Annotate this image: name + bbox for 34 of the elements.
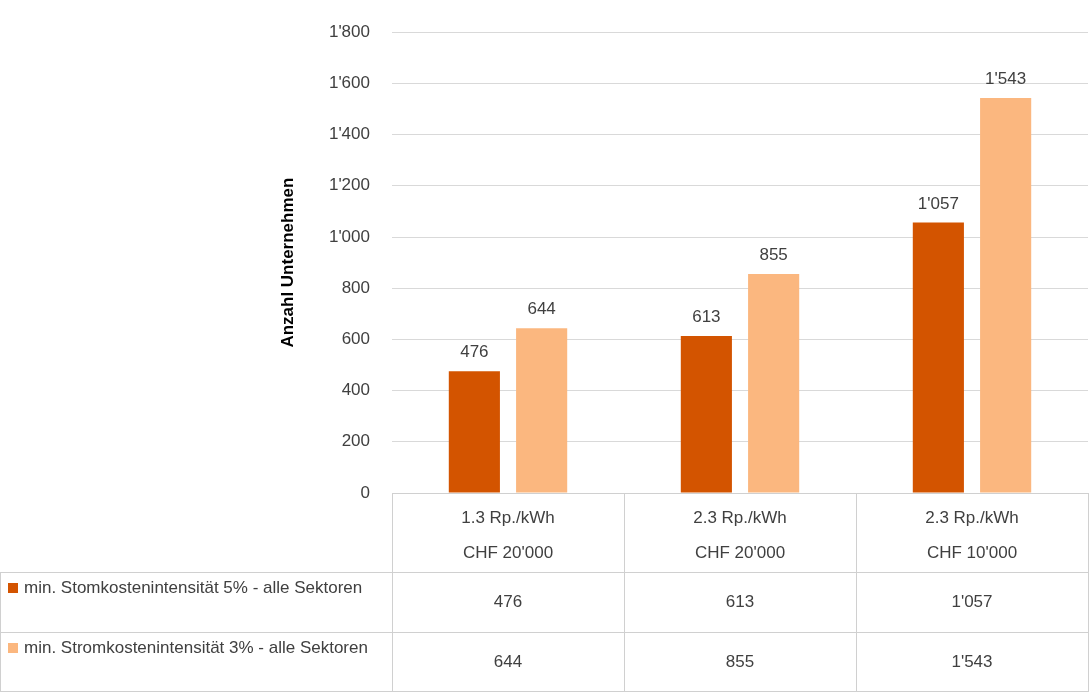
legend-label: min. Stomkostenintensität 5% - alle Sektoren: [24, 577, 363, 599]
y-tick-label: 1'000: [328, 226, 370, 246]
data-label: 1'543: [950, 651, 994, 673]
y-tick-label: 1'400: [328, 124, 370, 144]
y-tick-label: 0: [360, 482, 370, 502]
y-tick-label: 800: [341, 277, 370, 297]
text: 855: [759, 245, 788, 265]
bar: [516, 328, 568, 493]
data-label: 613: [724, 591, 756, 613]
text: 613: [692, 307, 721, 327]
data-label: 855: [724, 651, 756, 673]
bar: [680, 336, 732, 493]
x-tick-label: 1.3 Rp./kWh CHF 20'000: [461, 508, 555, 562]
data-label: 644: [492, 651, 524, 673]
x-tick-label: 2.3 Rp./kWh CHF 10'000: [925, 508, 1019, 562]
y-axis-title: Anzahl Unternehmen: [277, 177, 297, 348]
legend-label: min. Stromkostenintensität 3% - alle Sektoren: [24, 637, 368, 659]
y-tick-label: 1'800: [328, 21, 370, 41]
data-label: 1'057: [950, 591, 994, 613]
text: 1'057: [917, 193, 959, 213]
text: 644: [527, 299, 556, 319]
data-label: 476: [492, 591, 524, 613]
y-tick-label: 400: [341, 380, 370, 400]
bar: [748, 274, 800, 493]
text: 1'543: [985, 69, 1027, 89]
y-tick-label: 600: [341, 329, 370, 349]
y-tick-label: 200: [341, 431, 370, 451]
y-tick-label: 1'600: [328, 73, 370, 93]
text: 476: [460, 342, 489, 362]
bar: [980, 97, 1032, 493]
bar: [912, 222, 964, 493]
bar: [448, 371, 500, 493]
x-tick-label: 2.3 Rp./kWh CHF 20'000: [693, 508, 787, 562]
y-tick-label: 1'200: [328, 175, 370, 195]
